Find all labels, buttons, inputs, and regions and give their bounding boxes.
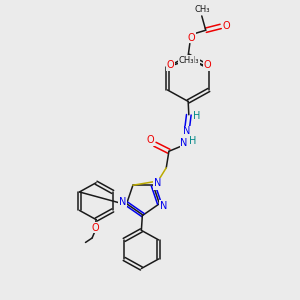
- Text: O: O: [166, 60, 174, 70]
- Text: N: N: [183, 126, 190, 136]
- Text: O: O: [223, 21, 230, 31]
- Text: O: O: [204, 61, 211, 70]
- Text: CH₃: CH₃: [194, 5, 209, 14]
- Text: N: N: [180, 138, 188, 148]
- Text: N: N: [160, 201, 167, 211]
- Text: N: N: [118, 197, 126, 207]
- Text: CH₃: CH₃: [184, 56, 199, 64]
- Text: CH₃: CH₃: [178, 56, 194, 64]
- Text: N: N: [154, 178, 161, 188]
- Text: H: H: [189, 136, 196, 146]
- Text: O: O: [187, 33, 195, 43]
- Text: O: O: [91, 223, 99, 232]
- Text: O: O: [147, 136, 154, 146]
- Text: S: S: [153, 179, 159, 189]
- Text: H: H: [194, 111, 201, 121]
